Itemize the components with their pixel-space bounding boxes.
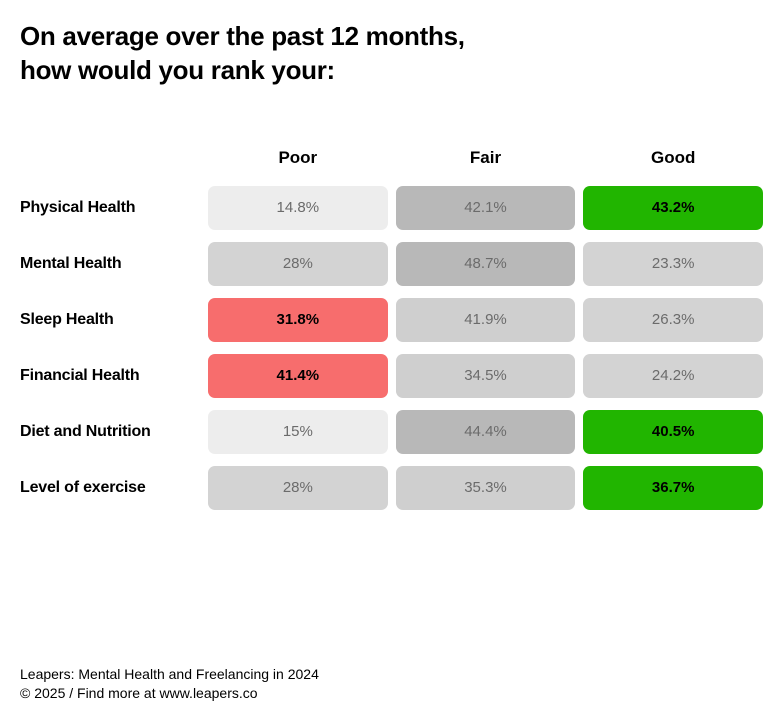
table-cell: 42.1% xyxy=(396,186,576,230)
row-label: Financial Health xyxy=(20,367,200,385)
table-cell: 36.7% xyxy=(583,466,763,510)
table-cell: 24.2% xyxy=(583,354,763,398)
row-label: Mental Health xyxy=(20,255,200,273)
table-cell: 28% xyxy=(208,242,388,286)
table-cell: 31.8% xyxy=(208,298,388,342)
table-cell: 14.8% xyxy=(208,186,388,230)
footer-line-1: Leapers: Mental Health and Freelancing i… xyxy=(20,666,319,682)
table-cell: 26.3% xyxy=(583,298,763,342)
table-cell: 48.7% xyxy=(396,242,576,286)
col-header-good: Good xyxy=(583,148,763,174)
table-cell: 43.2% xyxy=(583,186,763,230)
table-cell: 41.4% xyxy=(208,354,388,398)
footer-line-2: © 2025 / Find more at www.leapers.co xyxy=(20,685,258,701)
row-label: Sleep Health xyxy=(20,311,200,329)
table-cell: 41.9% xyxy=(396,298,576,342)
col-header-fair: Fair xyxy=(396,148,576,174)
footer: Leapers: Mental Health and Freelancing i… xyxy=(20,665,319,703)
col-header-poor: Poor xyxy=(208,148,388,174)
table-cell: 15% xyxy=(208,410,388,454)
health-rank-table: Poor Fair Good Physical Health 14.8%42.1%… xyxy=(20,148,763,510)
table-cell: 34.5% xyxy=(396,354,576,398)
page-title: On average over the past 12 months, how … xyxy=(20,20,763,88)
table-cell: 28% xyxy=(208,466,388,510)
row-label: Level of exercise xyxy=(20,479,200,497)
table-cell: 40.5% xyxy=(583,410,763,454)
table-cell: 23.3% xyxy=(583,242,763,286)
table-cell: 44.4% xyxy=(396,410,576,454)
row-label: Physical Health xyxy=(20,199,200,217)
title-line-2: how would you rank your: xyxy=(20,55,335,85)
row-label: Diet and Nutrition xyxy=(20,423,200,441)
table-cell: 35.3% xyxy=(396,466,576,510)
title-line-1: On average over the past 12 months, xyxy=(20,21,465,51)
